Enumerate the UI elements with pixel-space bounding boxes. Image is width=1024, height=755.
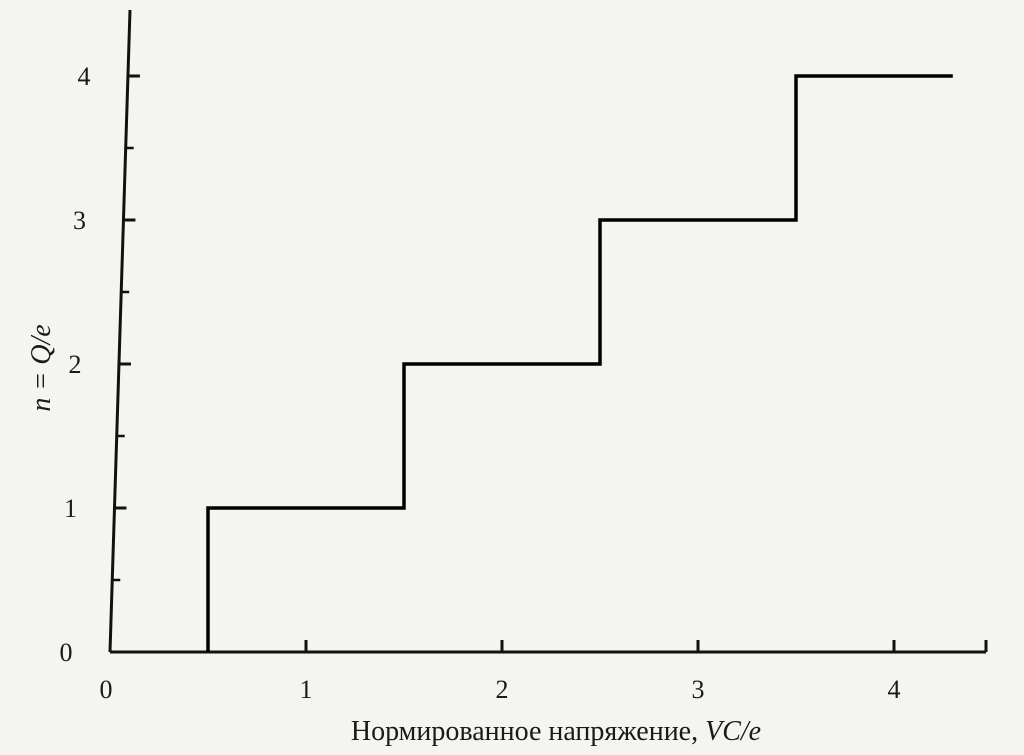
x-axis-label: Нормированное напряжение, VC/e: [351, 716, 761, 747]
y-tick-label: 1: [64, 494, 77, 523]
y-tick-label: 0: [60, 638, 73, 667]
step-series-line: [206, 74, 953, 652]
y-axis-line: [108, 9, 132, 653]
x-tick-label: 1: [300, 675, 313, 704]
x-tick-label: 4: [888, 675, 901, 704]
x-tick-label: 2: [496, 675, 509, 704]
x-tick-label: 3: [692, 675, 705, 704]
x-tick-label: 0: [100, 675, 113, 704]
y-tick-label: 2: [68, 350, 81, 379]
y-tick-label: 4: [77, 62, 90, 91]
x-axis-label-text: Нормированное напряжение,: [351, 716, 705, 747]
series-layer: [206, 74, 953, 652]
y-tick-label: 3: [73, 206, 86, 235]
y-axis-label: n = Q/e: [26, 324, 57, 411]
ticks: 0 1 2 3 4 0 1 2 3 4: [60, 62, 988, 704]
x-axis-label-variable: VC/e: [705, 716, 761, 747]
axes: [108, 9, 986, 654]
